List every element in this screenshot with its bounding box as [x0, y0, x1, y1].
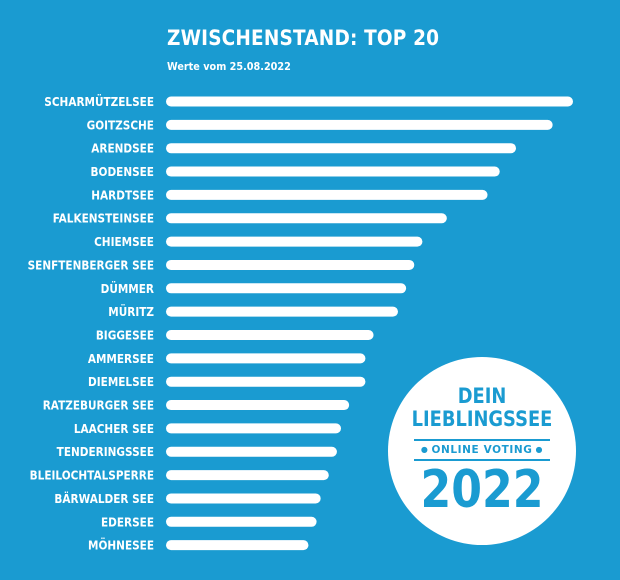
chart-subtitle: Werte vom 25.08.2022: [167, 60, 291, 73]
category-label: AMMERSEE: [88, 351, 154, 366]
category-label: RATZEBURGER SEE: [43, 398, 154, 413]
badge-year: 2022: [420, 460, 544, 520]
bar: [166, 376, 366, 387]
bar: [166, 96, 573, 107]
bar: [166, 400, 350, 411]
category-label: BODENSEE: [91, 164, 155, 179]
bar: [166, 259, 415, 270]
bar: [166, 236, 423, 247]
voting-badge: DEIN LIEBLINGSSEE ● ONLINE VOTING ● 2022: [388, 357, 576, 545]
category-label: DÜMMER: [101, 280, 154, 296]
category-label: TENDERINGSSEE: [57, 444, 154, 459]
category-label: SCHARMÜTZELSEE: [44, 93, 154, 109]
category-label: MÜRITZ: [108, 303, 154, 319]
bar: [166, 166, 500, 177]
bar: [166, 446, 337, 457]
badge-sub-label: ONLINE VOTING: [431, 444, 533, 456]
bar: [166, 493, 321, 504]
chart-title: ZWISCHENSTAND: TOP 20: [167, 26, 440, 50]
category-label: BLEILOCHTALSPERRE: [30, 468, 154, 483]
category-label: SENFTENBERGER SEE: [28, 258, 154, 273]
badge-online-voting: ● ONLINE VOTING ●: [414, 439, 550, 461]
category-label: EDERSEE: [101, 514, 154, 529]
bar: [166, 306, 398, 317]
badge-line-dein: DEIN: [457, 384, 507, 408]
bar: [166, 213, 447, 224]
bar: [166, 516, 317, 527]
category-label: DIEMELSEE: [88, 374, 154, 389]
bar: [166, 423, 342, 434]
bullet-icon: ●: [535, 445, 544, 454]
bar: [166, 470, 329, 481]
bar: [166, 283, 407, 294]
category-label: BÄRWALDER SEE: [54, 490, 154, 506]
category-label: BIGGESEE: [96, 328, 154, 343]
category-label: CHIEMSEE: [94, 234, 154, 249]
category-label: MÖHNESEE: [88, 537, 154, 553]
category-label: ARENDSEE: [91, 141, 154, 156]
badge-line-lieblingssee: LIEBLINGSSEE: [411, 407, 553, 431]
category-label: GOITZSCHE: [87, 117, 154, 132]
bar: [166, 353, 366, 364]
category-label: HARDTSEE: [91, 187, 154, 202]
bar: [166, 189, 488, 200]
bar: [166, 540, 309, 551]
bar: [166, 143, 517, 154]
bar: [166, 119, 553, 130]
category-label: LAACHER SEE: [74, 421, 154, 436]
bullet-icon: ●: [420, 445, 429, 454]
category-label: FALKENSTEINSEE: [53, 211, 154, 226]
bar: [166, 330, 374, 340]
